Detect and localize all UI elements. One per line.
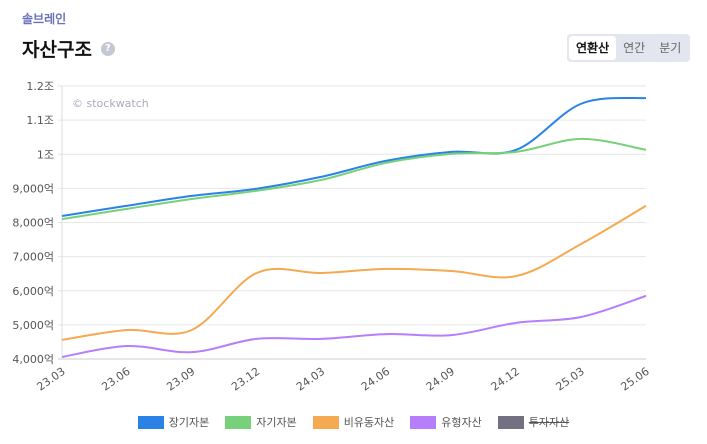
y-tick-label: 8,000억 [12,217,54,230]
series-line-2[interactable] [61,204,647,341]
legend-label: 장기자본 [168,416,210,429]
legend-item[interactable]: 투자자산 [497,414,570,430]
page-title: 자산구조? [22,35,115,62]
y-tick-label: 7,000억 [12,251,54,264]
legend-label: 비유동자산 [343,416,395,429]
x-tick-label: 24.09 [424,365,457,394]
series-line-3[interactable] [61,294,647,358]
tab-quarterly[interactable]: 분기 [659,41,682,55]
x-tick-label: 23.12 [229,365,262,394]
x-tick-label: 24.12 [489,365,522,394]
legend-item[interactable]: 장기자본 [137,414,210,430]
y-tick-label: 6,000억 [12,285,54,298]
legend: 장기자본 자기자본 비유동자산 유형자산 투자자산 [0,414,707,430]
legend-swatch [137,415,164,429]
series-line-1[interactable] [61,137,647,221]
y-tick-label: 4,000억 [12,353,54,366]
legend-item[interactable]: 유형자산 [410,414,482,430]
x-tick-label: 24.03 [294,365,327,394]
y-tick-label: 5,000억 [12,319,54,332]
y-tick-label: 9,000억 [12,182,54,195]
legend-label: 자기자본 [256,416,297,429]
tab-annualized[interactable]: 연환산 [569,36,617,60]
tab-annual[interactable]: 연간 [623,41,646,55]
company-name[interactable]: 솔브레인 [22,12,67,26]
legend-swatch [497,415,524,429]
y-tick-label: 1조 [37,148,54,161]
title-text: 자산구조 [22,39,92,61]
x-tick-label: 25.06 [618,365,651,394]
period-tabs: 연환산 연간 분기 [567,34,691,62]
legend-swatch [225,415,252,429]
series-line-0[interactable] [61,96,647,218]
legend-item[interactable]: 비유동자산 [312,414,395,430]
x-tick-label: 23.09 [164,365,197,394]
legend-label: 유형자산 [441,416,482,429]
question-circle-icon[interactable]: ? [100,41,115,56]
x-tick-label: 23.03 [34,365,67,394]
x-tick-label: 23.06 [99,365,132,394]
legend-swatch [410,415,437,429]
y-tick-label: 1.2조 [26,80,54,93]
legend-label: 투자자산 [528,416,570,429]
legend-swatch [312,415,339,429]
y-tick-label: 1.1조 [26,114,54,127]
watermark: © stockwatch [72,97,149,110]
legend-item[interactable]: 자기자본 [225,414,297,430]
x-tick-label: 24.06 [359,365,392,394]
x-tick-label: 25.03 [554,365,587,394]
